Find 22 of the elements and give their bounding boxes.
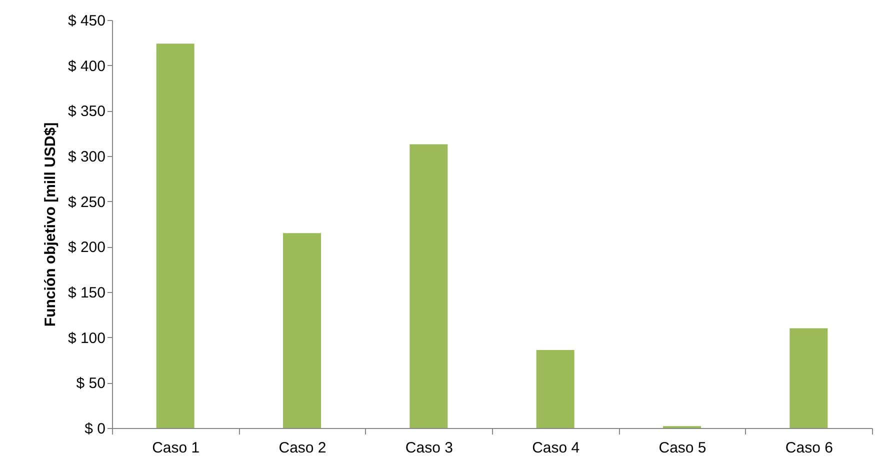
y-tick-label: $ 450 — [68, 12, 106, 30]
bar — [156, 44, 194, 428]
bar — [790, 328, 828, 428]
y-tick-label: $ 100 — [68, 330, 106, 347]
y-tick-label: $ 0 — [84, 420, 106, 438]
x-tick-label: Caso 4 — [532, 440, 580, 456]
x-tick-label: Caso 6 — [785, 440, 833, 456]
x-tick-label: Caso 2 — [278, 440, 326, 456]
y-tick-label: $ 300 — [68, 148, 106, 166]
y-tick-label: $ 150 — [68, 284, 106, 302]
x-tick-label: Caso 5 — [658, 440, 706, 456]
x-tick-label: Caso 3 — [405, 440, 453, 456]
y-tick-label: $ 50 — [76, 375, 106, 392]
y-tick-label: $ 400 — [68, 58, 106, 75]
y-tick-label: $ 200 — [68, 239, 106, 256]
bar — [410, 144, 448, 428]
y-tick-label: $ 350 — [68, 103, 106, 120]
y-axis-title: Función objetivo [mill USD$] — [42, 122, 59, 327]
bar — [536, 350, 574, 428]
x-tick-label: Caso 1 — [152, 440, 200, 456]
y-tick-label: $ 250 — [68, 194, 106, 211]
bar — [283, 233, 321, 428]
